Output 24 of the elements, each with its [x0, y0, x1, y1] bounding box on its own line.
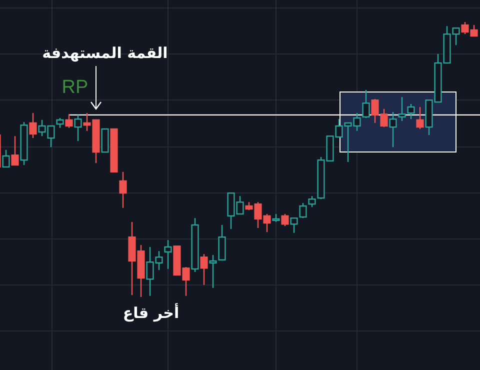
candlestick: [218, 224, 226, 260]
text: أخر قاع: [122, 303, 180, 322]
candlestick: [200, 254, 208, 286]
candlestick: [299, 202, 307, 219]
annotation: القمة المستهدفة: [42, 44, 168, 62]
candlestick: [65, 114, 73, 128]
candlestick: [29, 112, 37, 139]
candlestick: [281, 213, 289, 227]
candlestick: [209, 254, 217, 289]
candlestick: [389, 111, 397, 148]
candlestick: [308, 195, 316, 208]
candlestick: [56, 117, 64, 128]
candlestick: [119, 171, 127, 208]
candlestick: [398, 96, 406, 122]
candlestick: [74, 114, 82, 142]
candlestick: [11, 136, 19, 166]
candlestick: [101, 128, 109, 153]
candlestick: [2, 149, 10, 168]
candlestick: [290, 217, 298, 234]
candlestick: [164, 239, 172, 270]
candlestick: [362, 89, 370, 119]
legend-label: RP: [62, 76, 88, 98]
candlestick: [416, 106, 424, 130]
candlestick: [407, 103, 415, 120]
